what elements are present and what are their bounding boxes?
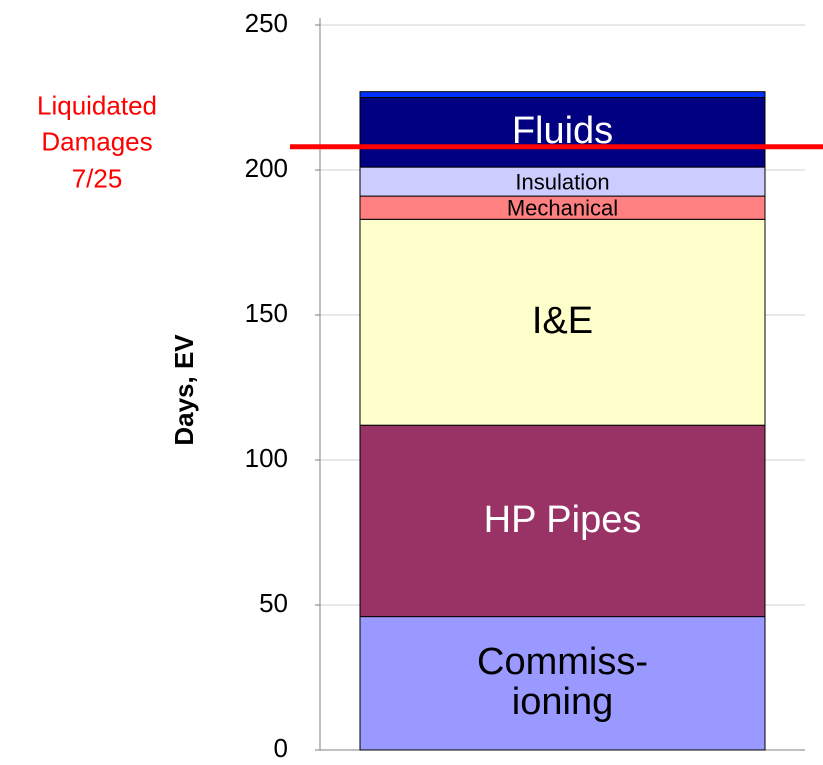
segment-label: Mechanical — [506, 195, 619, 221]
y-tick-label: 200 — [245, 153, 288, 183]
segment-label: I&E — [531, 300, 594, 343]
bar-segment — [359, 166, 766, 197]
bar-segment — [359, 218, 766, 426]
y-tick-label: 50 — [259, 588, 288, 618]
y-axis-label: Days, EV — [169, 334, 199, 446]
bar-segment — [359, 97, 766, 168]
segment-label: Insulation — [515, 169, 610, 195]
bar-segment — [359, 616, 766, 751]
segment-label: HP Pipes — [483, 498, 642, 541]
bar-segment — [359, 424, 766, 618]
y-tick-label: 250 — [245, 8, 288, 38]
y-tick-label: 0 — [274, 733, 288, 763]
y-tick-label: 100 — [245, 443, 288, 473]
segment-label: Fluids — [511, 110, 614, 153]
bar-segment — [359, 91, 766, 98]
segment-label: Commiss- ioning — [477, 641, 648, 724]
annotation: Liquidated Damages 7/25 — [37, 90, 157, 194]
y-tick-label: 150 — [245, 298, 288, 328]
